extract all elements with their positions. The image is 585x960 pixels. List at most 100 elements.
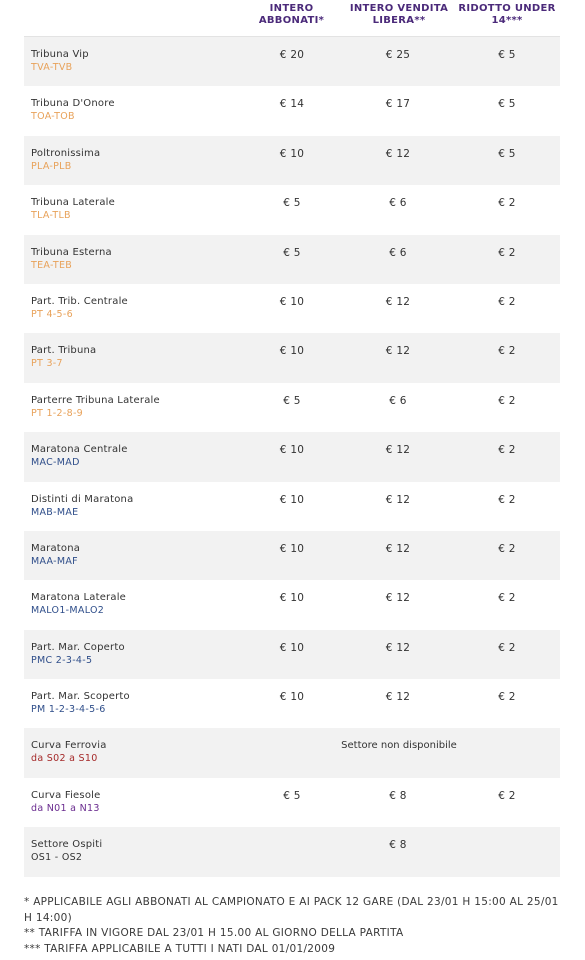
table-row: Part. Tribuna PT 3-7 € 10 € 12 € 2 [24, 333, 560, 383]
header-intero-vendita-libera: INTERO VENDITA LIBERA** [349, 3, 449, 26]
price-table: Tribuna Vip TVA-TVB € 20 € 25 € 5 Tribuna D'O… [24, 37, 560, 877]
price-p1: € 10 [279, 592, 305, 605]
sector-name: Maratona Laterale [31, 592, 127, 604]
sector-name: Parterre Tribuna Laterale [31, 394, 160, 406]
sector-code: PT 4-5-6 [31, 308, 73, 320]
price-p1: € 10 [279, 147, 305, 160]
table-row: Curva Fiesole da N01 a N13 € 5 € 8 € 2 [24, 778, 560, 827]
price-p2: € 6 [389, 197, 407, 210]
price-p3: € 2 [498, 542, 516, 555]
price-p3: € 2 [498, 691, 516, 704]
price-p1: € 10 [279, 641, 305, 654]
price-p3: € 5 [498, 49, 516, 61]
table-row: Settore Ospiti OS1 - OS2 € 8 [24, 827, 560, 877]
table-row: Tribuna Esterna TEA-TEB € 5 € 6 € 2 [24, 234, 560, 284]
sector-name: Tribuna Vip [31, 49, 89, 60]
price-p2: € 12 [385, 345, 411, 358]
header-ridotto-under-14: RIDOTTO UNDER 14*** [458, 3, 556, 26]
sector-code: PLA-PLB [31, 160, 72, 172]
price-p1: € 10 [279, 345, 305, 358]
price-p2: € 6 [389, 394, 407, 407]
price-p1: € 20 [279, 49, 305, 61]
sector-name: Tribuna Laterale [31, 197, 116, 209]
sector-unavailable-note: Settore non disponibile [341, 740, 457, 752]
sector-name: Distinti di Maratona [31, 493, 134, 505]
price-p2: € 12 [385, 493, 411, 506]
price-p1: € 5 [283, 197, 301, 210]
price-p1: € 5 [283, 789, 301, 802]
sector-code: TLA-TLB [31, 210, 71, 222]
price-p3: € 2 [498, 197, 516, 210]
footnotes: * APPLICABILE AGLI ABBONATI AL CAMPIONAT… [24, 895, 560, 957]
price-p2: € 8 [389, 789, 407, 802]
price-p1: € 10 [279, 542, 305, 555]
sector-name: Poltronissima [31, 147, 101, 159]
price-p3: € 5 [498, 147, 516, 160]
price-p3: € 2 [498, 444, 516, 457]
price-p1: € 10 [279, 493, 305, 506]
price-p2: € 12 [385, 295, 411, 308]
price-p3: € 2 [498, 592, 516, 605]
sector-code: MALO1-MALO2 [31, 605, 105, 617]
sector-code: MAC-MAD [31, 457, 80, 469]
sector-name: Tribuna D'Onore [31, 98, 115, 110]
price-p2: € 12 [385, 444, 411, 457]
price-p2: € 25 [385, 49, 411, 61]
price-p1: € 5 [283, 246, 301, 259]
sector-code: TVA-TVB [31, 62, 73, 73]
sector-code: TEA-TEB [31, 259, 73, 271]
price-p1: € 5 [283, 394, 301, 407]
sector-code: MAB-MAE [31, 506, 79, 518]
header-intero-abbonati: INTERO ABBONATI* [258, 3, 325, 26]
footnote-2: ** TARIFFA IN VIGORE DAL 23/01 H 15.00 A… [24, 927, 404, 939]
sector-code: da S02 a S10 [31, 753, 98, 765]
sector-code: OS1 - OS2 [31, 852, 83, 864]
price-p2: € 6 [389, 246, 407, 259]
price-p2: € 12 [385, 592, 411, 605]
price-p3: € 2 [498, 394, 516, 407]
footnote-1: * APPLICABILE AGLI ABBONATI AL CAMPIONAT… [24, 896, 559, 924]
sector-name: Part. Mar. Scoperto [31, 691, 130, 703]
price-p1: € 10 [279, 444, 305, 457]
table-row: Tribuna Vip TVA-TVB € 20 € 25 € 5 [24, 37, 560, 87]
price-p2: € 8 [389, 839, 407, 852]
price-p2: € 12 [385, 691, 411, 704]
price-p3: € 2 [498, 789, 516, 802]
table-header: INTERO ABBONATI* INTERO VENDITA LIBERA**… [24, 0, 560, 37]
price-p3: € 5 [498, 98, 516, 111]
table-row: Maratona Centrale MAC-MAD € 10 € 12 € 2 [24, 432, 560, 482]
sector-name: Maratona [31, 542, 81, 554]
sector-name: Maratona Centrale [31, 444, 128, 456]
price-p2: € 17 [385, 98, 411, 111]
price-p3: € 2 [498, 295, 516, 308]
price-p1: € 10 [279, 691, 305, 704]
price-p1: € 10 [279, 295, 305, 308]
sector-name: Part. Trib. Centrale [31, 295, 128, 307]
price-p2: € 12 [385, 542, 411, 555]
table-row: Part. Mar. Coperto PMC 2-3-4-5 € 10 € 12 € 2 [24, 629, 560, 680]
price-p3: € 2 [498, 345, 516, 358]
table-row: Maratona Laterale MALO1-MALO2 € 10 € 12 € 2 [24, 580, 560, 629]
price-p3: € 2 [498, 493, 516, 506]
sector-code: MAA-MAF [31, 555, 78, 567]
sector-name: Curva Fiesole [31, 789, 101, 801]
price-p1: € 14 [279, 98, 305, 111]
sector-name: Tribuna Esterna [31, 246, 112, 258]
sector-name: Part. Mar. Coperto [31, 641, 125, 653]
sector-name: Settore Ospiti [31, 839, 103, 851]
sector-code: PT 1-2-8-9 [31, 407, 84, 419]
price-p2: € 12 [385, 147, 411, 160]
table-row: Poltronissima PLA-PLB € 10 € 12 € 5 [24, 135, 560, 186]
sector-code: PM 1-2-3-4-5-6 [31, 704, 106, 716]
price-p3: € 2 [498, 641, 516, 654]
sector-code: PT 3-7 [31, 358, 63, 370]
sector-code: da N01 a N13 [31, 802, 100, 814]
table-row: Part. Mar. Scoperto PM 1-2-3-4-5-6 € 10 € 1… [24, 679, 560, 728]
footnote-3: *** TARIFFA APPLICABILE A TUTTI I NATI D… [24, 942, 336, 955]
table-row: Distinti di Maratona MAB-MAE € 10 € 12 € 2 [24, 482, 560, 531]
table-row: Part. Trib. Centrale PT 4-5-6 € 10 € 12 € 2 [24, 284, 560, 333]
sector-name: Curva Ferrovia [31, 740, 107, 752]
table-row: Tribuna Laterale TLA-TLB € 5 € 6 € 2 [24, 185, 560, 234]
table-row: Curva Ferrovia da S02 a S10 Settore non di… [24, 728, 560, 778]
price-p2: € 12 [385, 641, 411, 654]
